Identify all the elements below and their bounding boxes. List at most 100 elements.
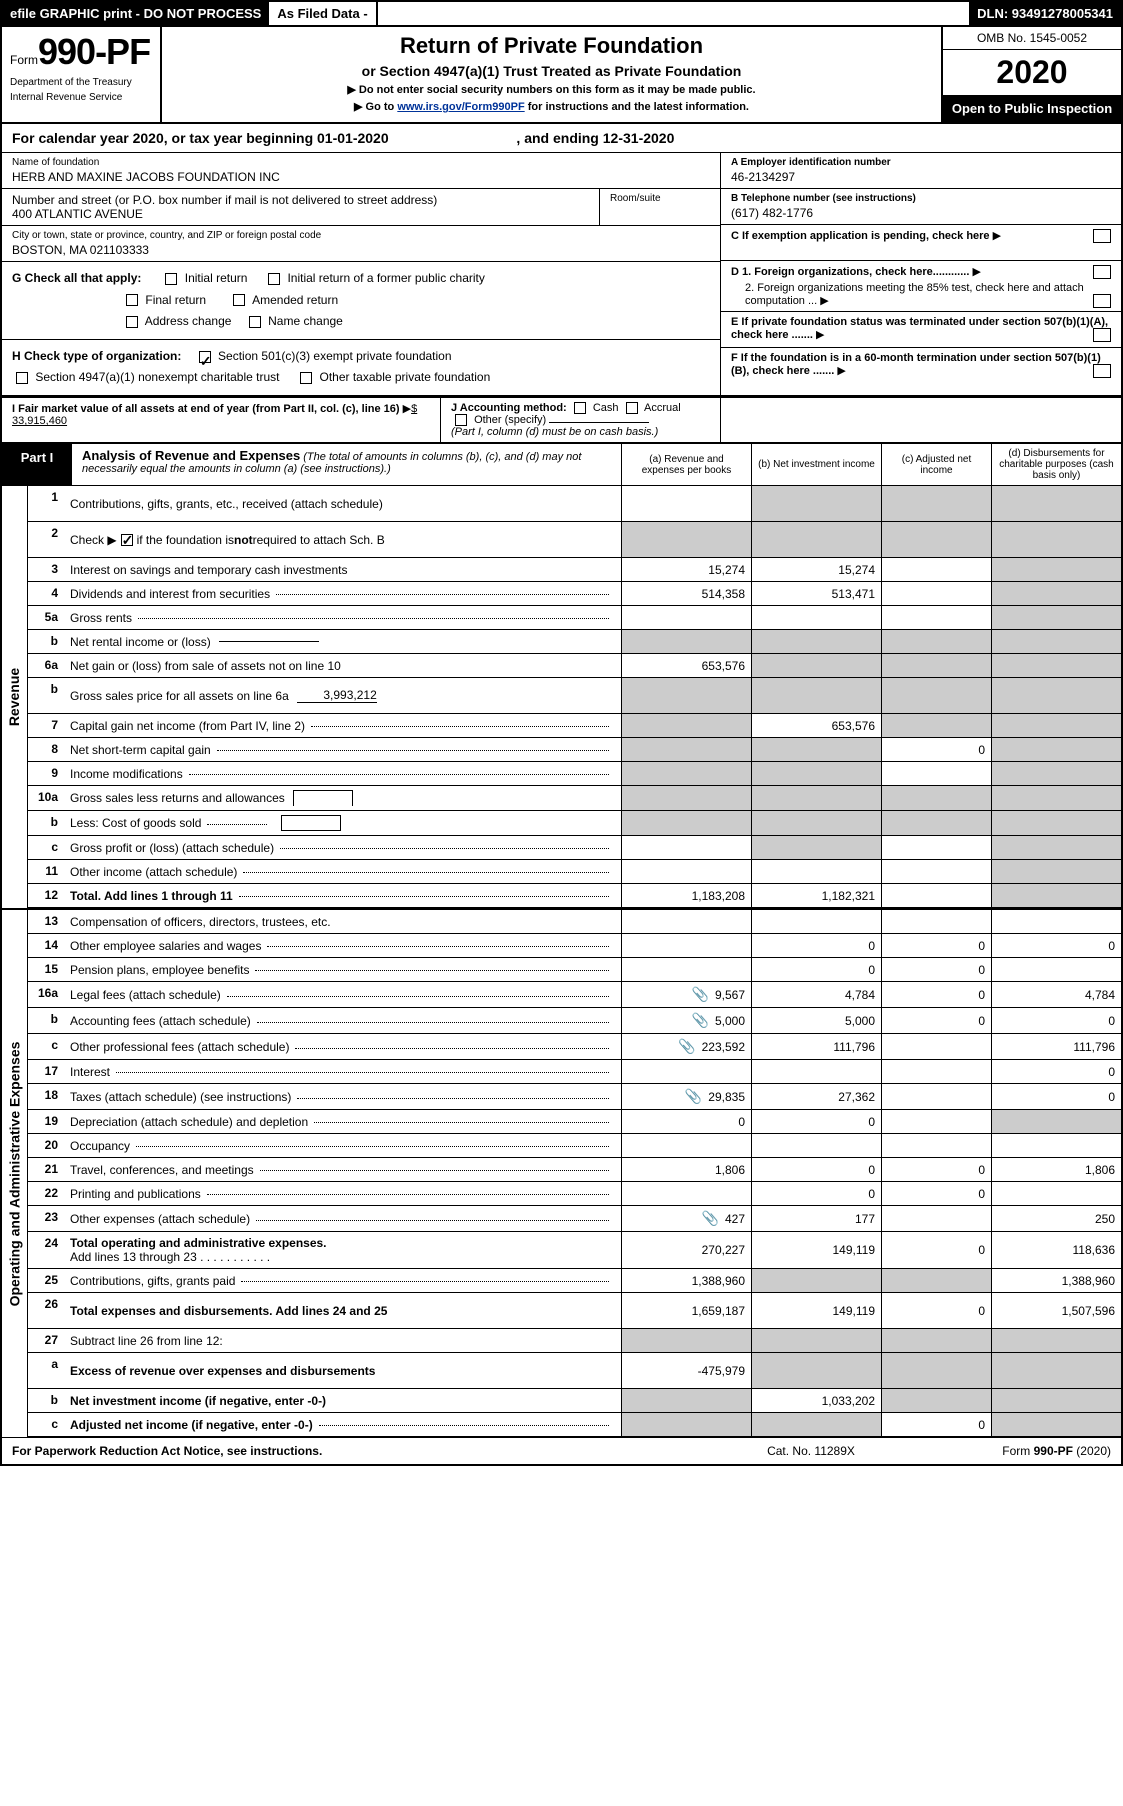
r5a-desc: Gross rents [64, 606, 621, 629]
r10b-desc: Less: Cost of goods sold [64, 811, 621, 835]
r10b-d [991, 811, 1121, 835]
h-section: H Check type of organization: Section 50… [2, 339, 720, 395]
expenses-label: Operating and Administrative Expenses [7, 1041, 23, 1306]
r16c-desc: Other professional fees (attach schedule… [64, 1034, 621, 1059]
e-checkbox[interactable] [1093, 328, 1111, 342]
j-label: J Accounting method: [451, 402, 567, 414]
ij-row: I Fair market value of all assets at end… [2, 397, 1121, 444]
r27b-d [991, 1389, 1121, 1412]
r19-d [991, 1110, 1121, 1133]
g-opt5: Name change [268, 314, 343, 328]
filed-spacer [378, 10, 969, 18]
r1-num: 1 [28, 486, 64, 521]
r17-b [751, 1060, 881, 1083]
d2-checkbox[interactable] [1093, 294, 1111, 308]
cal-pre: For calendar year 2020, or tax year begi… [12, 130, 317, 146]
j-other-checkbox[interactable] [455, 414, 467, 426]
r14-d: 0 [991, 934, 1121, 957]
ein-cell: A Employer identification number 46-2134… [721, 153, 1121, 189]
r10c-num: c [28, 836, 64, 859]
g-opt1: Initial return of a former public charit… [287, 271, 484, 285]
r27b-num: b [28, 1389, 64, 1412]
top-bar: efile GRAPHIC print - DO NOT PROCESS As … [2, 2, 1121, 27]
r14-desc: Other employee salaries and wages [64, 934, 621, 957]
cal-mid: , and ending [516, 130, 602, 146]
r12-b: 1,182,321 [751, 884, 881, 907]
r16c-d: 111,796 [991, 1034, 1121, 1059]
revenue-section: Revenue 1 Contributions, gifts, grants, … [2, 486, 1121, 908]
row-25: 25 Contributions, gifts, grants paid 1,3… [28, 1269, 1121, 1293]
r16b-b: 5,000 [751, 1008, 881, 1033]
part1-label: Part I [2, 444, 72, 485]
expenses-side-label: Operating and Administrative Expenses [2, 910, 28, 1437]
r9-b [751, 762, 881, 785]
r7-b: 653,576 [751, 714, 881, 737]
j-cash-checkbox[interactable] [574, 402, 586, 414]
attach-icon[interactable]: 📎 [702, 1210, 719, 1227]
g-opt3: Amended return [252, 293, 338, 307]
h-other-checkbox[interactable] [300, 372, 312, 384]
r12-a: 1,183,208 [621, 884, 751, 907]
attach-icon[interactable]: 📎 [685, 1088, 702, 1105]
r6a-num: 6a [28, 654, 64, 677]
c-checkbox[interactable] [1093, 229, 1111, 243]
r26-desc: Total expenses and disbursements. Add li… [64, 1293, 621, 1328]
j-accrual-checkbox[interactable] [626, 402, 638, 414]
d1-checkbox[interactable] [1093, 265, 1111, 279]
r12-d [991, 884, 1121, 907]
r5b-a [621, 630, 751, 653]
part1-header: Part I Analysis of Revenue and Expenses … [2, 444, 1121, 486]
g-former-checkbox[interactable] [268, 273, 280, 285]
r27b-b: 1,033,202 [751, 1389, 881, 1412]
r7-a [621, 714, 751, 737]
r10b-a [621, 811, 751, 835]
g-address-checkbox[interactable] [126, 316, 138, 328]
r10a-desc: Gross sales less returns and allowances [64, 786, 621, 810]
attach-icon[interactable]: 📎 [692, 1012, 709, 1029]
g-amended-checkbox[interactable] [233, 294, 245, 306]
g-final-checkbox[interactable] [126, 294, 138, 306]
calendar-year-row: For calendar year 2020, or tax year begi… [2, 124, 1121, 153]
row-12: 12 Total. Add lines 1 through 11 1,183,2… [28, 884, 1121, 908]
r8-b [751, 738, 881, 761]
r20-b [751, 1134, 881, 1157]
r25-num: 25 [28, 1269, 64, 1292]
r27c-num: c [28, 1413, 64, 1436]
j-cell: J Accounting method: Cash Accrual Other … [441, 398, 721, 442]
foundation-name: HERB AND MAXINE JACOBS FOUNDATION INC [12, 170, 710, 184]
revenue-rows: 1 Contributions, gifts, grants, etc., re… [28, 486, 1121, 908]
r2-checkbox[interactable] [121, 534, 133, 546]
f-cell-dup [721, 398, 1121, 442]
r8-d [991, 738, 1121, 761]
f-checkbox[interactable] [1093, 364, 1111, 378]
h-4947-checkbox[interactable] [16, 372, 28, 384]
open-public: Open to Public Inspection [943, 95, 1121, 122]
row-16b: b Accounting fees (attach schedule) 📎5,0… [28, 1008, 1121, 1034]
r27b-c [881, 1389, 991, 1412]
r18-desc: Taxes (attach schedule) (see instruction… [64, 1084, 621, 1109]
r21-desc: Travel, conferences, and meetings [64, 1158, 621, 1181]
r25-desc: Contributions, gifts, grants paid [64, 1269, 621, 1292]
r6b-c [881, 678, 991, 713]
r1-desc: Contributions, gifts, grants, etc., rece… [64, 486, 621, 521]
city-val: BOSTON, MA 021103333 [12, 243, 710, 257]
h-501c3-checkbox[interactable] [199, 351, 211, 363]
col-b-head: (b) Net investment income [751, 444, 881, 485]
r16b-d: 0 [991, 1008, 1121, 1033]
r22-d [991, 1182, 1121, 1205]
r25-b [751, 1269, 881, 1292]
row-2: 2 Check ▶ if the foundation is not requi… [28, 522, 1121, 558]
form-page: efile GRAPHIC print - DO NOT PROCESS As … [0, 0, 1123, 1466]
attach-icon[interactable]: 📎 [692, 986, 709, 1003]
r10a-a [621, 786, 751, 810]
r2-not: not [234, 533, 253, 547]
r27c-a [621, 1413, 751, 1436]
r16b-num: b [28, 1008, 64, 1033]
r11-desc: Other income (attach schedule) [64, 860, 621, 883]
g-name-checkbox[interactable] [249, 316, 261, 328]
g-initial-checkbox[interactable] [165, 273, 177, 285]
attach-icon[interactable]: 📎 [678, 1038, 695, 1055]
info-right: A Employer identification number 46-2134… [721, 153, 1121, 395]
irs-link[interactable]: www.irs.gov/Form990PF [397, 101, 524, 113]
r9-a [621, 762, 751, 785]
